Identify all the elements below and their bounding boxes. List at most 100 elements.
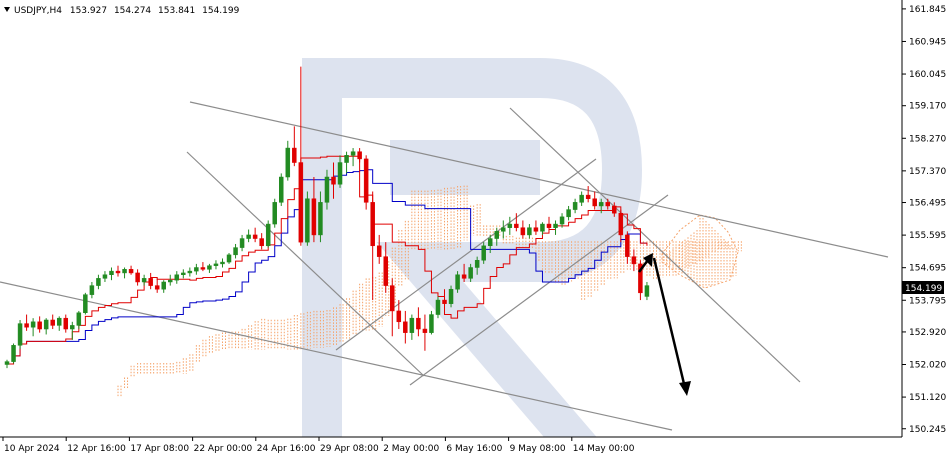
- candle-body: [279, 176, 284, 203]
- candle-body: [265, 223, 271, 247]
- header-symbol: USDJPY,H4: [14, 6, 62, 16]
- candle-body: [239, 238, 245, 248]
- trend-line: [409, 194, 669, 386]
- x-tick-label: 9 May 08:00: [510, 444, 566, 454]
- candle-body: [612, 205, 617, 214]
- candle-body: [579, 194, 584, 203]
- candle-body: [141, 278, 147, 283]
- candle-body: [30, 321, 36, 328]
- x-tick-label: 2 May 00:00: [383, 444, 439, 454]
- candle-body: [43, 319, 49, 330]
- time-axis: 10 Apr 2024 12 Apr 16:00 17 Apr 08:00 22 Ap…: [0, 436, 948, 458]
- candle-body: [174, 274, 180, 281]
- candle-body: [448, 288, 454, 304]
- candle-body: [298, 162, 304, 243]
- y-tick-label: 157.370: [909, 167, 946, 177]
- candle-body: [246, 234, 251, 239]
- candle-body: [559, 216, 565, 225]
- arrow-down-shaft: [652, 257, 687, 389]
- candle-body: [625, 234, 630, 257]
- candle-body: [533, 227, 539, 232]
- y-tick-label: 160.045: [909, 70, 946, 80]
- candle-body: [292, 147, 297, 163]
- candle-body: [56, 317, 62, 326]
- candle-body: [148, 278, 153, 286]
- header-low: 153.841: [158, 6, 195, 16]
- candle-body: [161, 281, 166, 290]
- candle-body: [337, 162, 343, 185]
- candle-body: [305, 198, 310, 243]
- candle-body: [37, 321, 42, 330]
- candle-body: [122, 269, 127, 274]
- x-tick-label: 22 Apr 00:00: [194, 444, 253, 454]
- candle-body: [501, 227, 506, 232]
- candle-body: [416, 317, 421, 330]
- candle-body: [135, 272, 140, 283]
- y-tick-label: 153.795: [909, 296, 946, 306]
- candle-body: [383, 256, 388, 286]
- trend-line: [509, 107, 801, 383]
- candle-body: [200, 267, 206, 270]
- candle-body: [461, 274, 467, 279]
- chart-header: USDJPY,H4 153.927 154.274 153.841 154.19…: [4, 6, 240, 16]
- candle-body: [481, 245, 486, 261]
- candle-body: [128, 269, 134, 274]
- candle-body: [318, 202, 323, 236]
- candle-body: [507, 223, 513, 228]
- candle-body: [553, 223, 558, 228]
- candle-body: [540, 223, 545, 232]
- x-tick-label: 29 Apr 08:00: [320, 444, 379, 454]
- candle-body: [259, 238, 264, 247]
- candle-body: [331, 176, 336, 185]
- y-tick-label: 152.920: [909, 328, 946, 338]
- candle-body: [96, 278, 101, 286]
- candle-body: [4, 361, 10, 365]
- candle-body: [70, 325, 75, 330]
- candle-body: [207, 265, 212, 270]
- candle-body: [644, 285, 650, 297]
- candle-body: [598, 202, 604, 207]
- candle-body: [102, 274, 108, 279]
- y-tick-label: 155.595: [909, 231, 946, 241]
- x-tick-label: 6 May 16:00: [446, 444, 502, 454]
- svg-text:USDJPY,H4 153.927: USDJPY,H4 153.927 154.274 153.841 154.19…: [14, 6, 240, 16]
- y-tick-label: 151.120: [909, 393, 946, 403]
- x-tick-label: 12 Apr 16:00: [67, 444, 126, 454]
- candle-body: [226, 254, 232, 263]
- candle-body: [422, 328, 428, 333]
- candle-body: [494, 231, 499, 239]
- candle-body: [252, 234, 258, 239]
- dropdown-triangle-icon[interactable]: [4, 7, 10, 12]
- candle-body: [89, 285, 95, 295]
- candle-body: [194, 267, 199, 272]
- kijun-path: [7, 169, 647, 365]
- candle-body: [115, 270, 121, 274]
- candle-body: [154, 285, 160, 290]
- forecast-arrows: [638, 253, 691, 396]
- candle-body: [350, 151, 356, 156]
- candle-body: [605, 202, 611, 207]
- candle-body: [546, 223, 552, 228]
- candle-body: [376, 245, 382, 257]
- candle-body: [187, 270, 193, 274]
- arrow-up-head: [643, 253, 653, 267]
- candle-body: [514, 223, 519, 228]
- candle-body: [220, 261, 225, 265]
- candle-body: [520, 227, 526, 236]
- y-tick-label: 159.170: [909, 102, 946, 112]
- candle-body: [168, 279, 173, 283]
- candle-body: [17, 323, 23, 346]
- header-high: 154.274: [114, 6, 151, 16]
- y-tick-label: 158.270: [909, 134, 946, 144]
- candles: [4, 66, 650, 369]
- candle-body: [592, 198, 597, 207]
- candle-body: [429, 314, 434, 333]
- candle-body: [618, 212, 624, 236]
- candle-body: [213, 263, 219, 266]
- candle-body: [396, 310, 402, 323]
- candle-body: [527, 227, 532, 236]
- trend-line: [0, 281, 673, 431]
- candle-body: [487, 238, 493, 247]
- x-tick-label: 24 Apr 16:00: [257, 444, 316, 454]
